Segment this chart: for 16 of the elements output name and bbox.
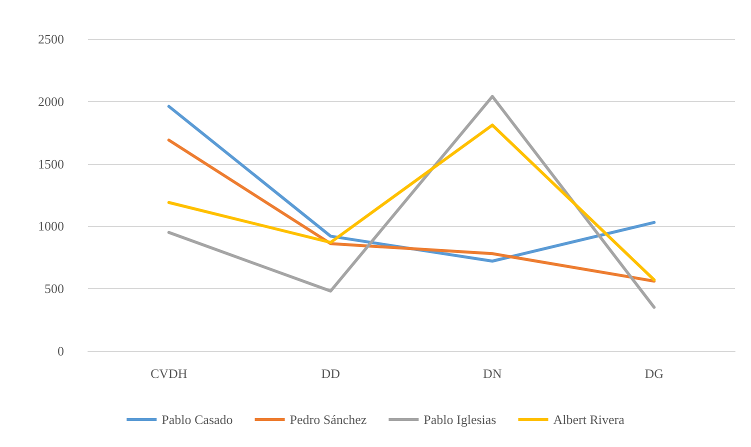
line-series [167,104,656,263]
y-tick-label: 500 [44,281,64,296]
legend-label: Pablo Casado [162,412,233,427]
x-tick-label: CVDH [150,366,188,381]
x-tick-label: DN [482,366,502,381]
y-tick-label: 0 [58,344,64,358]
y-tick-label: 2000 [38,94,64,109]
y-tick-label: 1000 [38,218,64,234]
x-tick-label: DG [644,366,664,381]
y-tick-label: 1500 [38,156,64,172]
x-tick-label: DD [321,366,340,381]
legend-label: Albert Rivera [553,412,625,427]
y-tick-label: 2500 [38,32,64,46]
legend-label: Pedro Sánchez [290,412,367,427]
legend-label: Pablo Iglesias [424,412,496,427]
line-series [167,94,656,309]
